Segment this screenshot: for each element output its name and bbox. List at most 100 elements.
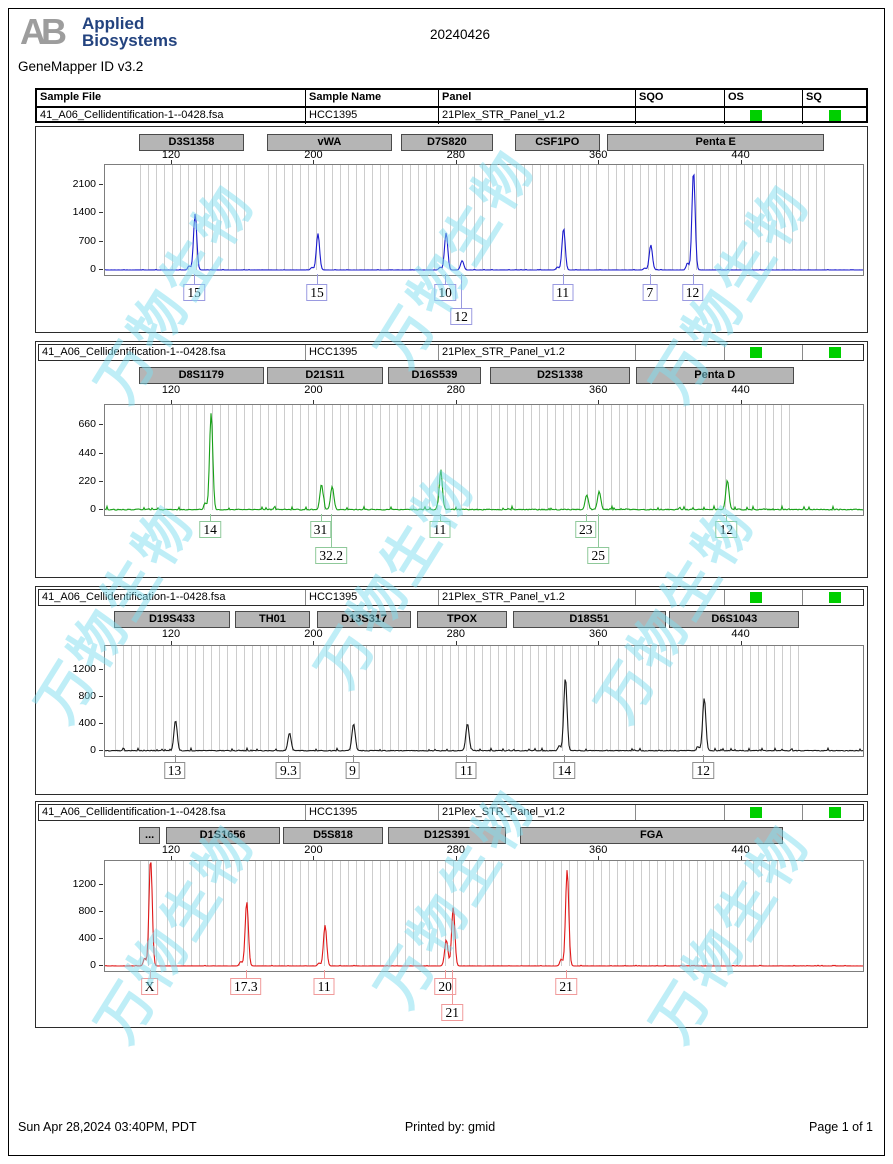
column-divider	[802, 590, 803, 605]
allele-label-D12S391-20: 20	[434, 978, 456, 995]
sample-name-value: HCC1395	[309, 806, 358, 818]
allele-label-D12S391-21: 21	[441, 1004, 463, 1021]
sample-file-value: 41_A06_Cellidentification-1--0428.fsa	[42, 346, 226, 358]
marker-box-vWA: vWA	[267, 134, 392, 151]
trace-electropherogram-blue	[105, 173, 863, 271]
allele-label-TH01-9.3: 9.3	[276, 762, 301, 779]
os-pass-indicator	[750, 592, 762, 603]
allele-connector	[598, 514, 600, 548]
marker-box-FGA: FGA	[519, 827, 784, 844]
x-axis-tick-label: 280	[446, 628, 465, 640]
allele-label-D19S433-13: 13	[163, 762, 186, 779]
y-axis-tick-label: 1200	[72, 662, 96, 675]
column-divider	[305, 590, 306, 605]
allele-label-PentaE-12: 12	[681, 284, 704, 301]
allele-label-D3S1358-15: 15	[183, 284, 205, 301]
allele-label-TPOX-11: 11	[455, 762, 477, 779]
x-axis-tick-label: 280	[446, 384, 465, 396]
col-panel: Panel	[442, 91, 472, 103]
y-axis-tick-mark	[99, 452, 103, 454]
marker-box-D3S1358: D3S1358	[138, 134, 244, 151]
column-divider	[635, 345, 636, 360]
sq-pass-indicator	[829, 807, 841, 818]
column-divider	[635, 590, 636, 605]
x-axis-tick-label: 360	[589, 149, 608, 161]
x-axis-tick-label: 440	[731, 628, 750, 640]
y-axis-tick-label: 0	[90, 744, 96, 756]
col-os: OS	[728, 91, 744, 103]
column-divider	[305, 108, 306, 124]
allele-connector	[703, 755, 705, 763]
allele-connector	[649, 274, 651, 285]
marker-box-D5S818: D5S818	[283, 827, 383, 844]
column-divider	[438, 805, 439, 820]
x-axis-tick-label: 120	[161, 628, 181, 640]
applied-biosystems-logo-text: Applied Biosystems	[82, 15, 177, 49]
col-sq: SQ	[806, 91, 822, 103]
allele-connector	[324, 970, 326, 979]
allele-label-D21S11-32.2: 32.2	[315, 547, 347, 564]
allele-bin-stripes	[417, 646, 509, 751]
x-axis-tick-label: 120	[161, 149, 181, 161]
x-axis-tick-label: 200	[304, 844, 323, 856]
allele-connector	[174, 755, 176, 763]
marker-box-D2S1338: D2S1338	[489, 367, 631, 384]
y-axis-tick-label: 400	[78, 716, 96, 729]
app-version-label: GeneMapper ID v3.2	[18, 59, 144, 74]
allele-label-D18S51-14: 14	[553, 762, 576, 779]
marker-box-D13S317: D13S317	[316, 611, 412, 628]
panel-electropherogram-blue: D3S1358 vWA D7S820 CSF1PO Penta E 120 200 280 36…	[35, 126, 868, 333]
allele-label-D2S1338-23: 23	[574, 521, 597, 538]
allele-connector	[461, 274, 463, 309]
allele-label-D21S11-31: 31	[309, 521, 332, 538]
panel-electropherogram-red: 41_A06_Cellidentification-1--0428.fsa HCC…	[35, 801, 868, 1028]
sq-pass-indicator	[829, 110, 841, 121]
trace-electropherogram-green	[105, 413, 863, 512]
os-pass-indicator	[750, 807, 762, 818]
y-axis-tick-mark	[99, 269, 103, 270]
x-axis-tick-label: 200	[304, 149, 323, 161]
marker-box-D12S391: D12S391	[388, 827, 506, 844]
sq-pass-indicator	[829, 592, 841, 603]
allele-label-CSF1PO-11: 11	[552, 284, 574, 301]
marker-box-D19S433: D19S433	[114, 611, 230, 628]
allele-bin-stripes	[236, 646, 311, 751]
footer-printed-by: Printed by: gmid	[404, 1120, 496, 1134]
allele-bin-stripes	[139, 861, 162, 966]
x-axis-tick-label: 360	[589, 628, 608, 640]
column-divider	[438, 90, 439, 106]
column-divider	[802, 90, 803, 106]
plot-area	[104, 404, 864, 516]
allele-connector	[352, 755, 354, 763]
column-divider	[305, 805, 306, 820]
sample-name-value: HCC1395	[309, 591, 358, 603]
allele-connector	[692, 274, 694, 285]
column-divider	[635, 108, 636, 124]
allele-connector	[445, 274, 447, 285]
allele-connector	[564, 755, 566, 763]
allele-bin-stripes	[268, 165, 393, 270]
logo-line2: Biosystems	[82, 31, 178, 50]
x-axis-tick-label: 200	[304, 384, 323, 396]
allele-connector	[726, 514, 728, 522]
column-divider	[724, 590, 725, 605]
sample-file-value: 41_A06_Cellidentification-1--0428.fsa	[42, 806, 226, 818]
allele-label-D2S1338-25: 25	[587, 547, 609, 564]
marker-box-PentaE: Penta E	[607, 134, 825, 151]
y-axis-tick-label: 660	[78, 418, 96, 431]
footer-datetime: Sun Apr 28,2024 03:40PM, PDT	[18, 1120, 197, 1134]
sample-file-value: 41_A06_Cellidentification-1--0428.fsa	[42, 591, 226, 603]
sample-table: Sample File Sample Name Panel SQO OS SQ …	[35, 88, 868, 124]
y-axis-tick-label: 440	[78, 446, 96, 459]
col-sample-name: Sample Name	[309, 91, 382, 103]
y-axis-tick-label: 1200	[72, 877, 96, 890]
allele-bin-stripes	[670, 646, 801, 751]
y-axis-tick-label: 220	[78, 474, 96, 487]
allele-label-vWA-15: 15	[306, 284, 328, 301]
panel-sample-row: 41_A06_Cellidentification-1--0428.fsa HCC…	[38, 344, 864, 361]
marker-box-D6S1043: D6S1043	[669, 611, 800, 628]
y-axis-tick-label: 800	[78, 689, 96, 702]
marker-box-D1S1656: D1S1656	[165, 827, 280, 844]
allele-bin-stripes	[268, 405, 384, 510]
panel-electropherogram-black: 41_A06_Cellidentification-1--0428.fsa HCC…	[35, 586, 868, 795]
